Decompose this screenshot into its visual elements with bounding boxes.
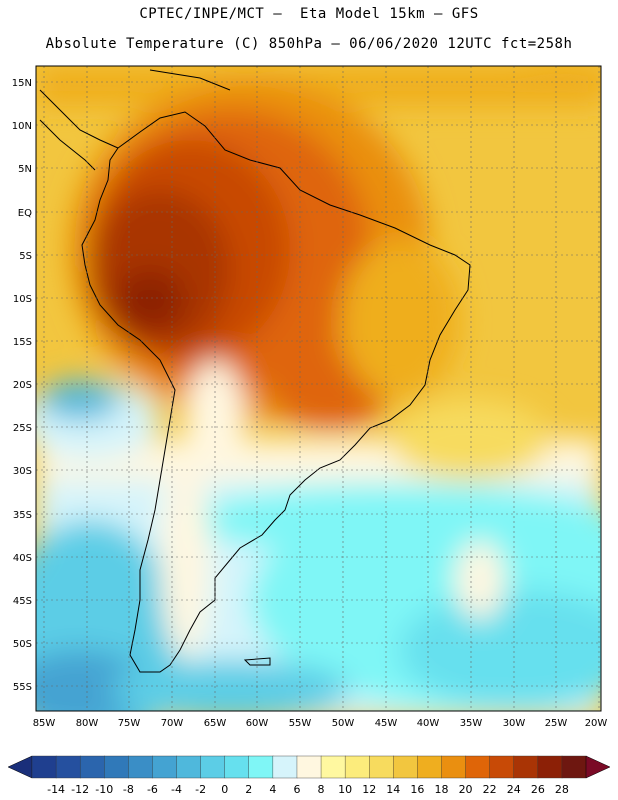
colorbar-label: -12 [71, 783, 89, 796]
lon-label: 20W [585, 718, 608, 729]
lon-label: 85W [33, 718, 56, 729]
lon-label: 40W [417, 718, 440, 729]
graticule [36, 66, 601, 711]
lon-label: 25W [545, 718, 568, 729]
colorbar-box [489, 755, 515, 779]
colorbar-label: 0 [221, 783, 228, 796]
lat-label: 15N [12, 78, 32, 89]
colorbar-box [344, 755, 370, 779]
colorbar-box [561, 755, 587, 779]
lon-label: 50W [332, 718, 355, 729]
colorbar-label: -6 [147, 783, 158, 796]
colorbar-box [513, 755, 539, 779]
colorbar-labels: -14 -12 -10 -8 -6 -4 -2 0 2 4 6 8 10 12 14 16 18 20 22 24 26… [47, 783, 569, 796]
latitude-labels: 15N 10N 5N EQ 5S 10S 15S 20S 25S 30S 35S… [12, 78, 32, 693]
colorbar-box [465, 755, 491, 779]
colorbar-box [248, 755, 274, 779]
colorbar-box [104, 755, 129, 779]
lat-label: 25S [13, 423, 32, 434]
colorbar-box [441, 755, 467, 779]
colorbar-label: 24 [507, 783, 521, 796]
colorbar-box [369, 755, 394, 779]
lat-label: EQ [18, 208, 32, 219]
lon-label: 70W [161, 718, 184, 729]
central-america-coastline [39, 89, 119, 171]
title-line-1: CPTEC/INPE/MCT – Eta Model 15km – GFS [139, 6, 479, 22]
lat-label: 30S [13, 466, 32, 477]
lat-label: 50S [13, 639, 32, 650]
colorbar-label: -8 [123, 783, 134, 796]
title-line-2: Absolute Temperature (C) 850hPa – 06/06/… [45, 36, 573, 52]
colorbar-above-triangle [585, 755, 611, 779]
colorbar-label: 14 [386, 783, 400, 796]
colorbar-box [200, 755, 226, 779]
colorbar-label: 22 [483, 783, 497, 796]
temperature-field [36, 66, 601, 711]
lon-label: 65W [204, 718, 227, 729]
colorbar-label: -2 [195, 783, 206, 796]
colorbar-label: -10 [95, 783, 113, 796]
colorbar-box [79, 755, 105, 779]
lat-label: 10S [13, 294, 32, 305]
colorbar-box [152, 755, 178, 779]
map-frame [35, 65, 602, 712]
longitude-labels: 85W 80W 75W 70W 65W 60W 55W 50W 45W 40W … [33, 718, 608, 729]
cuba-coastline [149, 69, 231, 91]
coastlines [39, 69, 471, 673]
colorbar-box [128, 755, 153, 779]
lat-label: 5N [18, 164, 32, 175]
colorbar-boxes [31, 755, 587, 779]
colorbar-box [417, 755, 442, 779]
lon-label: 35W [460, 718, 483, 729]
south-america-coastline [81, 111, 471, 673]
colorbar-below-triangle [7, 755, 33, 779]
lat-label: 5S [19, 251, 32, 262]
colorbar-label: 2 [245, 783, 252, 796]
colorbar-box [296, 755, 322, 779]
colorbar-label: 6 [293, 783, 300, 796]
lon-label: 60W [246, 718, 269, 729]
colorbar-box [31, 755, 57, 779]
colorbar-box [537, 755, 563, 779]
colorbar: -14 -12 -10 -8 -6 -4 -2 0 2 4 6 8 10 12 14 16 18 20 22 24 26… [7, 755, 611, 796]
lat-label: 55S [13, 682, 32, 693]
lon-label: 45W [375, 718, 398, 729]
colorbar-label: -4 [171, 783, 182, 796]
lon-label: 75W [118, 718, 141, 729]
lat-label: 15S [13, 337, 32, 348]
lat-label: 20S [13, 380, 32, 391]
colorbar-box [320, 755, 346, 779]
lon-label: 80W [76, 718, 99, 729]
colorbar-label: 26 [531, 783, 545, 796]
colorbar-box [55, 755, 81, 779]
colorbar-label: 16 [410, 783, 424, 796]
colorbar-label: 28 [555, 783, 569, 796]
colorbar-label: 4 [269, 783, 276, 796]
lat-label: 40S [13, 553, 32, 564]
colorbar-label: 8 [318, 783, 325, 796]
lon-label: 55W [289, 718, 312, 729]
lat-label: 35S [13, 510, 32, 521]
lat-label: 10N [12, 121, 32, 132]
colorbar-box [272, 755, 298, 779]
colorbar-label: -14 [47, 783, 65, 796]
lat-label: 45S [13, 596, 32, 607]
colorbar-box [393, 755, 418, 779]
colorbar-label: 20 [459, 783, 473, 796]
falkland-islands [243, 657, 271, 666]
colorbar-label: 10 [338, 783, 352, 796]
lon-label: 30W [503, 718, 526, 729]
colorbar-box [176, 755, 202, 779]
colorbar-box [224, 755, 250, 779]
colorbar-label: 12 [362, 783, 376, 796]
colorbar-label: 18 [434, 783, 448, 796]
